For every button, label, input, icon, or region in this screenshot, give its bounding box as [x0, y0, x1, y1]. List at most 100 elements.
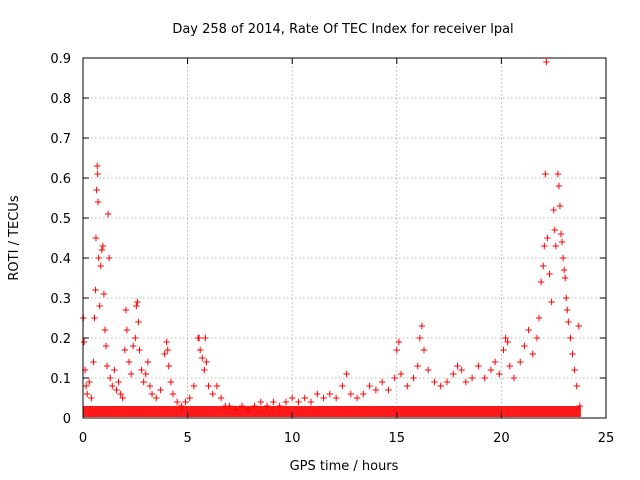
data-point	[410, 374, 417, 382]
data-point	[289, 394, 296, 402]
dense-scatter-band	[83, 406, 581, 417]
data-point	[414, 362, 421, 370]
data-point	[533, 334, 541, 342]
data-point	[506, 362, 513, 370]
data-point	[525, 326, 532, 334]
data-point	[418, 322, 426, 330]
data-point	[202, 334, 209, 342]
data-points	[80, 58, 584, 414]
data-point	[102, 342, 110, 350]
data-point	[537, 278, 545, 286]
data-point	[125, 358, 133, 366]
data-point	[238, 402, 246, 410]
data-point	[169, 390, 177, 398]
data-point	[97, 262, 104, 270]
y-tick-label: 0.1	[50, 372, 71, 387]
data-point	[119, 394, 126, 402]
data-point	[372, 386, 380, 394]
x-axis-label: GPS time / hours	[290, 459, 399, 474]
data-point	[468, 374, 476, 382]
data-point	[567, 334, 574, 342]
grid	[83, 58, 606, 418]
data-point	[555, 182, 563, 190]
data-point	[209, 390, 216, 398]
data-point	[554, 170, 562, 178]
data-point	[314, 390, 321, 398]
data-point	[487, 366, 495, 374]
data-point	[385, 386, 392, 394]
data-point	[339, 382, 346, 390]
data-point	[557, 230, 565, 238]
data-point	[199, 354, 206, 362]
data-point	[217, 394, 225, 402]
data-point	[94, 198, 102, 206]
data-point	[106, 374, 114, 382]
data-point	[83, 390, 91, 398]
data-point	[295, 398, 302, 406]
data-point	[182, 398, 189, 406]
data-point	[127, 370, 135, 378]
data-point	[546, 270, 553, 278]
data-point	[563, 294, 570, 302]
x-tick-label: 5	[183, 431, 191, 446]
data-point	[571, 366, 578, 374]
data-point	[186, 394, 193, 402]
data-point	[92, 286, 99, 294]
data-point	[332, 394, 340, 402]
data-point	[496, 370, 503, 378]
data-point	[454, 362, 461, 370]
data-point	[94, 170, 101, 178]
data-point	[551, 226, 558, 234]
data-point	[117, 390, 124, 398]
data-point	[165, 362, 172, 370]
data-point	[134, 298, 141, 306]
y-tick-label: 0.6	[50, 172, 71, 187]
data-point	[573, 382, 580, 390]
data-point	[347, 390, 354, 398]
y-tick-label: 0.5	[50, 212, 71, 227]
data-point	[307, 398, 315, 406]
data-point	[404, 382, 411, 390]
data-point	[450, 370, 457, 378]
data-point	[431, 378, 438, 386]
data-point	[575, 322, 583, 330]
data-point	[544, 234, 551, 242]
data-point	[556, 202, 564, 210]
x-tick-label: 25	[598, 431, 615, 446]
data-point	[82, 382, 90, 390]
data-point	[542, 170, 549, 178]
data-point	[86, 378, 93, 386]
data-point	[565, 318, 572, 326]
data-point	[99, 242, 107, 250]
data-point	[226, 402, 233, 410]
data-point	[458, 366, 465, 374]
data-point	[121, 346, 129, 354]
data-point	[562, 274, 569, 282]
data-point	[504, 338, 511, 346]
data-point	[205, 382, 212, 390]
y-tick-label: 0.3	[50, 292, 71, 307]
data-point	[395, 338, 403, 346]
data-point	[397, 370, 405, 378]
plot-frame	[82, 57, 607, 419]
data-point	[263, 402, 271, 410]
data-point	[140, 378, 147, 386]
data-point	[130, 342, 137, 350]
data-point	[90, 358, 97, 366]
data-point	[301, 394, 308, 402]
y-tick-label: 0.8	[50, 92, 71, 107]
data-point	[491, 358, 499, 366]
axis-ticks: 0 0.1 0.2 0.3 0.4 0.5 0.6 0.7 0.8 0.9 0 5 10 15 20 25	[50, 52, 614, 446]
chart-title: Day 258 of 2014, Rate Of TEC Index for r…	[172, 22, 513, 37]
y-tick-label: 0.7	[50, 132, 71, 147]
data-point	[138, 366, 145, 374]
data-point	[393, 346, 400, 354]
data-point	[462, 378, 470, 386]
data-point	[115, 378, 122, 386]
data-point	[88, 394, 95, 402]
data-point	[95, 254, 102, 262]
data-point	[144, 358, 152, 366]
data-point	[232, 406, 239, 414]
data-point	[196, 346, 204, 354]
